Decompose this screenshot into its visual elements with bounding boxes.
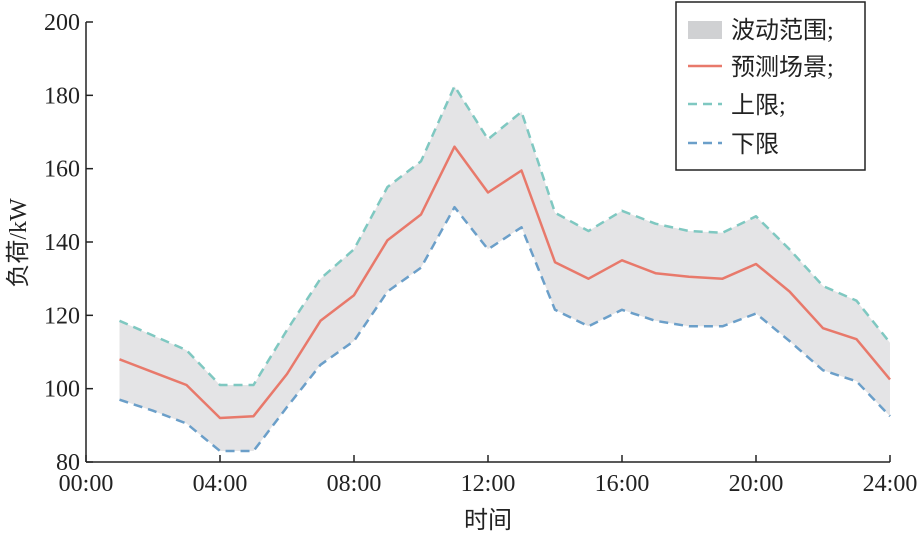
legend-label-upper: 上限;: [731, 92, 786, 119]
y-tick-label: 160: [44, 157, 80, 183]
legend: 波动范围; 预测场景; 上限; 下限: [675, 1, 866, 171]
x-axis-ticks: 00:00 04:00 08:00 12:00 16:00 20:00 24:00: [59, 455, 918, 497]
axes: 00:00 04:00 08:00 12:00 16:00 20:00 24:00 80 10…: [44, 10, 917, 497]
y-tick-label: 100: [44, 377, 80, 403]
forecast-line: [119, 145, 891, 420]
x-tick-label: 16:00: [595, 471, 650, 497]
lower-limit-line: [119, 205, 891, 453]
y-tick-label: 120: [44, 303, 80, 329]
x-tick-label: 00:00: [59, 471, 114, 497]
y-axis-ticks: 80 100 120 140 160 180 200: [44, 10, 93, 476]
y-tick-label: 80: [56, 450, 80, 476]
y-tick-label: 140: [44, 230, 80, 256]
upper-limit-line: [118, 84, 891, 387]
legend-label-lower: 下限: [731, 132, 779, 158]
x-axis-title: 时间: [464, 507, 512, 534]
y-tick-label: 200: [44, 10, 80, 36]
x-tick-label: 12:00: [461, 471, 516, 497]
x-tick-label: 08:00: [327, 471, 382, 497]
plot-area: [118, 84, 891, 453]
y-tick-label: 180: [44, 83, 80, 109]
legend-label-band: 波动范围;: [731, 17, 834, 44]
x-tick-label: 20:00: [729, 471, 784, 497]
x-tick-label: 04:00: [193, 471, 248, 497]
legend-label-forecast: 预测场景;: [731, 54, 834, 81]
y-axis-title: 负荷/kW: [5, 198, 32, 288]
fluctuation-band: [119, 86, 890, 451]
legend-swatch-band: [688, 21, 722, 39]
x-tick-label: 24:00: [863, 471, 918, 497]
